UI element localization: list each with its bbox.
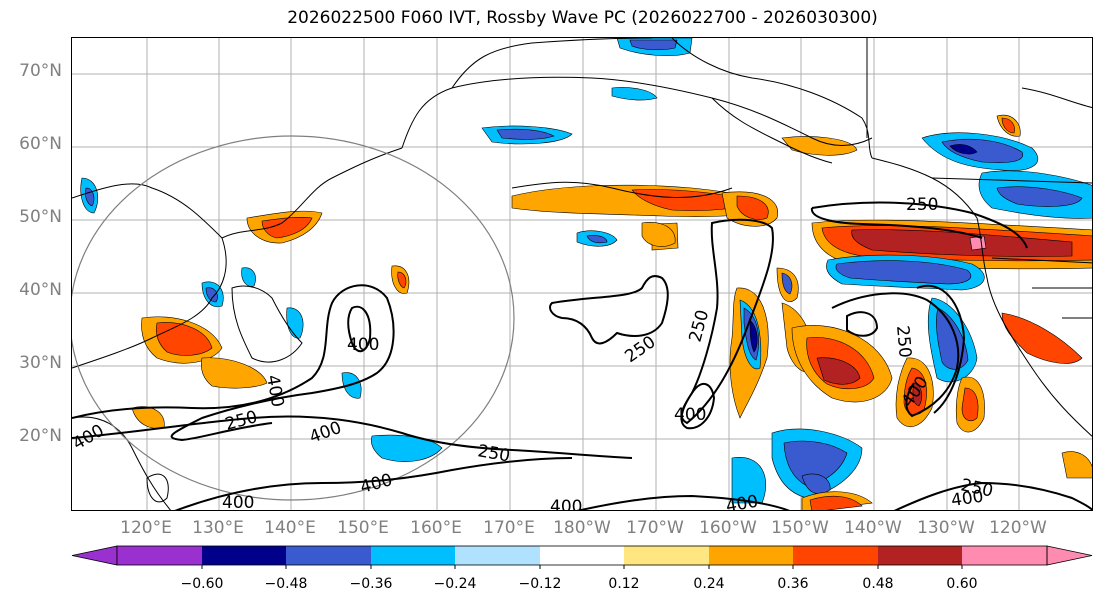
contour-label: 400 — [72, 421, 108, 455]
lon-label: 170°E — [483, 518, 535, 538]
contour-label: 250 — [892, 325, 915, 359]
colorbar-cell — [286, 546, 371, 565]
contour-label: 400 — [347, 335, 379, 355]
lon-label: 120°W — [989, 518, 1047, 538]
lat-label: 20°N — [19, 426, 62, 446]
lon-label: 130°E — [192, 518, 244, 538]
colorbar-tick-label: −0.36 — [349, 576, 393, 592]
contour-label: 250 — [476, 441, 511, 466]
lat-label: 40°N — [19, 280, 62, 300]
colorbar-cell — [793, 546, 878, 565]
lon-label: 150°W — [771, 518, 829, 538]
colorbar-cell — [202, 546, 286, 565]
contour-label: 250 — [906, 195, 938, 215]
lon-label: 160°E — [410, 518, 462, 538]
map-title: 2026022500 F060 IVT, Rossby Wave PC (202… — [287, 8, 878, 28]
colorbar-tick-label: 0.60 — [946, 576, 978, 592]
lon-label: 170°W — [626, 518, 684, 538]
map-canvas: 250 250 250 250 250 250 250 400 400 400 … — [72, 38, 1092, 511]
colorbar-cell — [709, 546, 793, 565]
colorbar-cell — [962, 546, 1047, 565]
contour-label: 400 — [950, 487, 985, 511]
lat-label: 70°N — [19, 61, 62, 81]
lon-label: 140°E — [264, 518, 316, 538]
ivt-contours — [72, 201, 1092, 510]
colorbar-tick-label: −0.60 — [180, 576, 224, 592]
colorbar-tick-label: −0.12 — [518, 576, 562, 592]
lon-label: 120°E — [120, 518, 172, 538]
contour-label: 250 — [223, 407, 260, 435]
colorbar-tick-label: 0.24 — [693, 576, 725, 592]
lon-label: 150°E — [337, 518, 389, 538]
contour-label: 400 — [724, 492, 759, 511]
colorbar-extend-min — [71, 545, 118, 566]
colorbar-tick-label: −0.48 — [264, 576, 308, 592]
contour-label: 400 — [550, 497, 582, 511]
rossby-wave-domain-ellipse — [72, 135, 515, 501]
colorbar-tick-label: −0.24 — [433, 576, 477, 592]
contour-label: 400 — [262, 373, 287, 408]
contour-label: 250 — [621, 332, 659, 367]
colorbar-outline — [116, 545, 1048, 566]
colorbar-cell — [624, 546, 709, 565]
colorbar-tick-label: 0.36 — [777, 576, 809, 592]
contour-label: 250 — [686, 308, 714, 345]
contour-label: 400 — [307, 418, 344, 448]
colorbar-cell — [371, 546, 455, 565]
colorbar-cell — [455, 546, 540, 565]
colorbar-cell — [540, 546, 624, 565]
ivt-anomaly-fields — [80, 38, 1092, 510]
colorbar-extend-max — [1046, 545, 1093, 566]
lon-label: 140°W — [844, 518, 902, 538]
coastlines — [72, 38, 1092, 510]
contour-label: 400 — [222, 493, 254, 511]
lat-label: 50°N — [19, 207, 62, 227]
colorbar-cell — [117, 546, 202, 565]
map-panel: 250 250 250 250 250 250 250 400 400 400 … — [71, 37, 1093, 511]
colorbar-cell — [878, 546, 962, 565]
lon-label: 160°W — [699, 518, 757, 538]
colorbar-tick-label: 0.12 — [608, 576, 640, 592]
lat-label: 60°N — [19, 134, 62, 154]
lon-label: 130°W — [917, 518, 975, 538]
colorbar-ticks — [201, 565, 963, 569]
colorbar-cells — [71, 545, 1093, 566]
contour-label: 400 — [674, 405, 706, 425]
colorbar-tick-label: 0.48 — [862, 576, 894, 592]
lat-label: 30°N — [19, 353, 62, 373]
lon-label: 180°W — [553, 518, 611, 538]
